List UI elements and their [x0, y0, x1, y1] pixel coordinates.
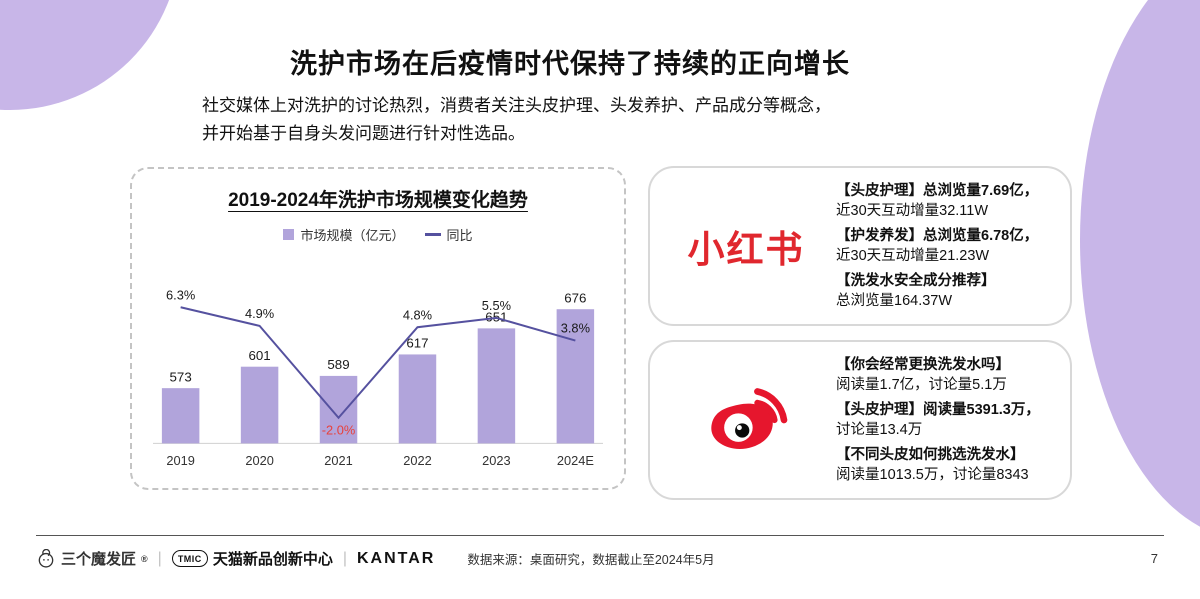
list-item: 【不同头皮如何挑选洗发水】 阅读量1013.5万，讨论量8343 [836, 445, 1050, 485]
svg-text:4.8%: 4.8% [403, 307, 432, 322]
weibo-topic-list: 【你会经常更换洗发水吗】 阅读量1.7亿，讨论量5.1万 【头皮护理】阅读量53… [836, 350, 1050, 490]
trend-chart: 5732019601202058920216172022651202367620… [153, 287, 603, 468]
list-item: 【洗发水安全成分推荐】 总浏览量164.37W [836, 271, 1050, 311]
xiaohongshu-logo: 小红书 [687, 229, 805, 270]
svg-text:601: 601 [248, 348, 270, 363]
xiaohongshu-panel: 小红书 【头皮护理】总浏览量7.69亿， 近30天互动增量32.11W 【护发养… [648, 166, 1072, 326]
subtitle: 社交媒体上对洗护的讨论热烈，消费者关注头皮护理、头发养护、产品成分等概念， 并开… [202, 92, 831, 147]
brand1-label: 三个魔发匠 [61, 551, 137, 568]
svg-text:-2.0%: -2.0% [322, 423, 355, 438]
svg-text:2024E: 2024E [557, 453, 594, 468]
registered-mark: ® [141, 553, 148, 564]
tmic-brand: TMIC 天猫新品创新中心 [171, 548, 333, 569]
xiaohongshu-topic-list: 【头皮护理】总浏览量7.69亿， 近30天互动增量32.11W 【护发养发】总浏… [836, 176, 1050, 316]
footer-separator: | [157, 549, 162, 567]
sangemofajiang-logo-icon [38, 548, 54, 568]
svg-text:3.8%: 3.8% [561, 321, 590, 336]
page-number: 7 [1150, 551, 1158, 566]
svg-text:2020: 2020 [245, 453, 274, 468]
list-item: 【头皮护理】总浏览量7.69亿， 近30天互动增量32.11W [836, 181, 1050, 221]
sangemofajiang-brand: 三个魔发匠 ® [36, 548, 148, 569]
chart-legend: 市场规模（亿元） 同比 [132, 225, 624, 244]
list-item: 【头皮护理】阅读量5391.3万， 讨论量13.4万 [836, 400, 1050, 440]
kantar-logo: KANTAR [356, 549, 436, 567]
topic-title: 【你会经常更换洗发水吗】 [836, 357, 1010, 373]
svg-text:2021: 2021 [324, 453, 353, 468]
svg-text:2019: 2019 [166, 453, 195, 468]
tmic-logo-icon: TMIC [171, 550, 208, 567]
list-item: 【护发养发】总浏览量6.78亿， 近30天互动增量21.23W [836, 226, 1050, 266]
chart-title: 2019-2024年洗护市场规模变化趋势 [228, 190, 528, 211]
data-source-note: 数据来源：桌面研究，数据截止至2024年5月 [467, 553, 715, 567]
bar-series-swatch [283, 229, 295, 240]
topic-title: 【头皮护理】阅读量5391.3万， [836, 402, 1040, 418]
market-trend-panel: 2019-2024年洗护市场规模变化趋势 市场规模（亿元） 同比 573 2019… [130, 167, 626, 490]
footer: 三个魔发匠 ® | TMIC 天猫新品创新中心 | KANTAR 数据来源：桌面研… [36, 548, 715, 569]
svg-text:2023: 2023 [482, 453, 511, 468]
line-series-label: 同比 [446, 228, 473, 243]
page-title: 洗护市场在后疫情时代保持了持续的正向增长 [290, 49, 850, 79]
svg-text:6.3%: 6.3% [166, 287, 195, 302]
svg-text:676: 676 [564, 290, 586, 305]
subtitle-line-1: 社交媒体上对洗护的讨论热烈，消费者关注头皮护理、头发养护、产品成分等概念， [202, 96, 831, 115]
topic-stats: 总浏览量164.37W [836, 293, 953, 309]
subtitle-line-2: 并开始基于自身头发问题进行针对性选品。 [202, 123, 525, 143]
svg-text:573: 573 [170, 369, 192, 384]
weibo-panel: 【你会经常更换洗发水吗】 阅读量1.7亿，讨论量5.1万 【头皮护理】阅读量53… [648, 340, 1072, 500]
list-item: 【你会经常更换洗发水吗】 阅读量1.7亿，讨论量5.1万 [836, 355, 1050, 395]
brand2-label: 天猫新品创新中心 [212, 551, 333, 568]
topic-stats: 近30天互动增量21.23W [836, 248, 990, 264]
svg-text:589: 589 [327, 357, 349, 372]
svg-text:2022: 2022 [403, 453, 432, 468]
topic-title: 【洗发水安全成分推荐】 [836, 273, 996, 289]
topic-title: 【头皮护理】总浏览量7.69亿， [836, 183, 1039, 199]
svg-text:617: 617 [406, 336, 428, 351]
topic-stats: 阅读量1.7亿，讨论量5.1万 [836, 377, 1007, 393]
topic-stats: 讨论量13.4万 [836, 422, 923, 438]
bar-series-label: 市场规模（亿元） [300, 228, 405, 243]
svg-text:4.9%: 4.9% [245, 306, 274, 321]
svg-text:5.5%: 5.5% [482, 298, 511, 313]
footer-separator: | [342, 549, 347, 567]
footer-divider [36, 535, 1164, 536]
topic-title: 【不同头皮如何挑选洗发水】 [836, 447, 1025, 463]
topic-title: 【护发养发】总浏览量6.78亿， [836, 228, 1039, 244]
topic-stats: 近30天互动增量32.11W [836, 203, 989, 219]
line-series-swatch [424, 233, 441, 236]
weibo-logo-icon [711, 388, 788, 450]
topic-stats: 阅读量1013.5万，讨论量8343 [836, 467, 1029, 483]
